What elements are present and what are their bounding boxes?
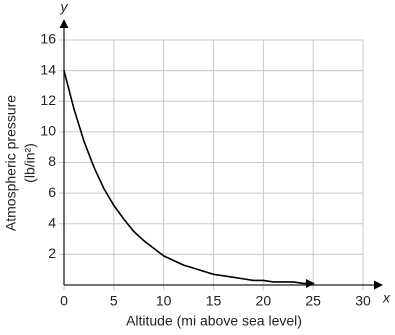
y-tick-label: 6 [48,184,56,200]
y-axis-title: Atmospheric pressure [3,95,19,231]
x-tick-label: 0 [60,293,68,309]
x-tick-label: 30 [355,293,371,309]
x-axis-name: x [382,290,391,306]
y-tick-label: 16 [40,31,56,47]
x-axis-title: Altitude (mi above sea level) [126,313,302,329]
grid [59,39,364,290]
x-tick-label: 5 [110,293,118,309]
x-tick-label: 20 [256,293,272,309]
x-tick-label: 15 [206,293,222,309]
x-tick-label: 25 [305,293,321,309]
y-tick-label: 4 [48,214,56,230]
curve [63,70,315,288]
y-axis-name: y [60,0,69,15]
x-tick-label: 10 [156,293,172,309]
y-tick-label: 12 [40,92,56,108]
y-tick-label: 2 [48,245,56,261]
y-axis-title: (lb/in²) [22,143,38,183]
y-tick-label: 8 [48,153,56,169]
y-tick-label: 10 [40,123,56,139]
y-tick-label: 14 [40,61,56,77]
